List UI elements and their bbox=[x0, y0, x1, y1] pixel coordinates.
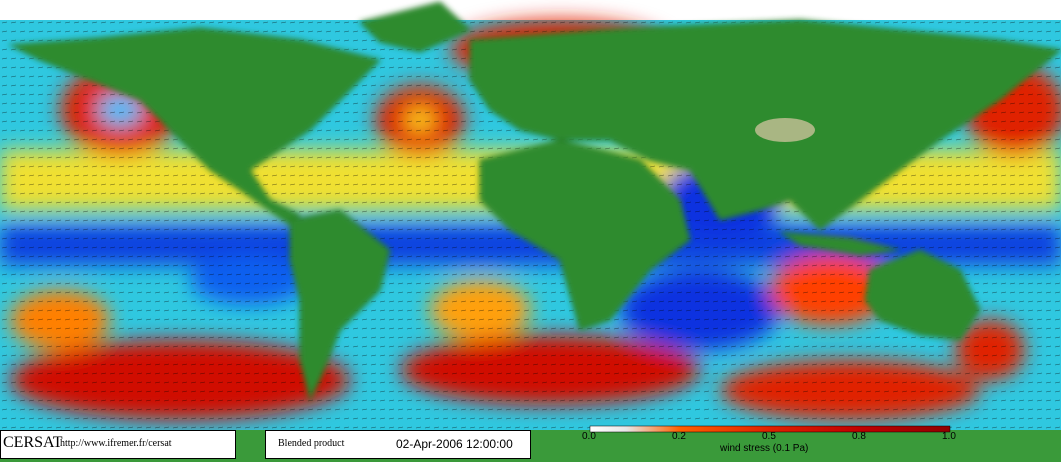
colorbar-tick-label: 0.5 bbox=[762, 431, 776, 442]
url: http://www.ifremer.fr/cersat bbox=[60, 438, 172, 449]
date: 02-Apr-2006 12:00:00 bbox=[396, 437, 513, 451]
colorbar-tick-label: 0.8 bbox=[852, 431, 866, 442]
colorbar-tick-label: 1.0 bbox=[942, 431, 956, 442]
plateau bbox=[755, 118, 815, 142]
product: Blended product bbox=[278, 438, 345, 449]
colorbar-tick-label: 0.2 bbox=[672, 431, 686, 442]
colorbar-tick-label: 0.0 bbox=[582, 431, 596, 442]
colorbar bbox=[589, 425, 951, 433]
brand: CERSAT bbox=[3, 434, 63, 451]
colorbar-label: wind stress (0.1 Pa) bbox=[720, 443, 809, 454]
product-box bbox=[265, 430, 531, 459]
credit-box bbox=[0, 430, 236, 459]
